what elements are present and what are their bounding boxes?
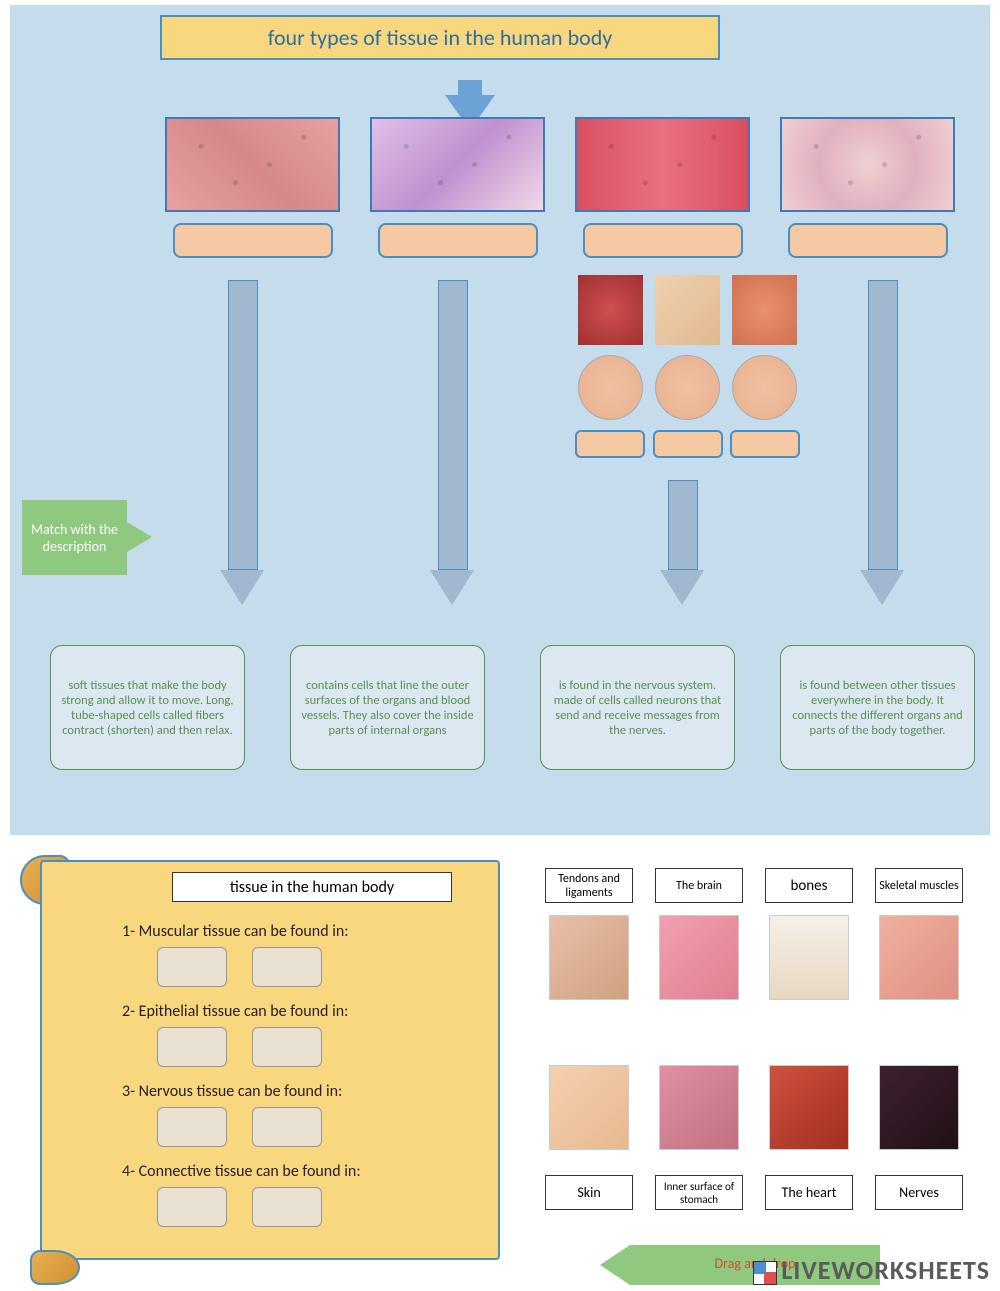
- tissue-answer-2[interactable]: [378, 223, 538, 258]
- organ-intestine: [732, 275, 797, 345]
- tissue-image-2: [370, 117, 545, 212]
- watermark: LIVEWORKSHEETS: [753, 1254, 990, 1286]
- item-label-nerves[interactable]: Nerves: [875, 1175, 963, 1210]
- q1-slot-2[interactable]: [252, 947, 322, 987]
- q2-slot-1[interactable]: [157, 1027, 227, 1067]
- organ-answer-3[interactable]: [730, 430, 800, 458]
- question-3: 3- Nervous tissue can be found in:: [122, 1082, 342, 1101]
- item-img-nerves[interactable]: [879, 1065, 959, 1150]
- item-img-brain[interactable]: [659, 915, 739, 1000]
- item-img-bones[interactable]: [769, 915, 849, 1000]
- scroll-title: tissue in the human body: [172, 872, 452, 902]
- question-4: 4- Connective tissue can be found in:: [122, 1162, 361, 1181]
- item-img-skin[interactable]: [549, 1065, 629, 1150]
- q2-slot-2[interactable]: [252, 1027, 322, 1067]
- match-instruction: Match with the description: [22, 500, 127, 575]
- tissue-circle-3: [732, 355, 797, 420]
- organ-heart: [578, 275, 643, 345]
- big-arrow-3: [660, 480, 705, 605]
- item-label-brain[interactable]: The brain: [655, 868, 743, 903]
- scroll-decoration-bottom: [30, 1250, 80, 1285]
- item-img-tendons[interactable]: [549, 915, 629, 1000]
- item-label-heart[interactable]: The heart: [765, 1175, 853, 1210]
- main-title: four types of tissue in the human body: [160, 15, 720, 60]
- q3-slot-2[interactable]: [252, 1107, 322, 1147]
- organ-answer-1[interactable]: [575, 430, 645, 458]
- big-arrow-1: [220, 280, 265, 605]
- big-arrow-4: [860, 280, 905, 605]
- watermark-logo-icon: [753, 1261, 777, 1285]
- question-2: 2- Epithelial tissue can be found in:: [122, 1002, 348, 1021]
- item-img-stomach[interactable]: [659, 1065, 739, 1150]
- q3-slot-1[interactable]: [157, 1107, 227, 1147]
- item-label-skeletal[interactable]: Skeletal muscles: [875, 868, 963, 903]
- q1-slot-1[interactable]: [157, 947, 227, 987]
- worksheet-main: four types of tissue in the human body M…: [10, 5, 990, 835]
- big-arrow-2: [430, 280, 475, 605]
- organ-elbow: [655, 275, 720, 345]
- tissue-answer-3[interactable]: [583, 223, 743, 258]
- item-label-tendons[interactable]: Tendons and ligaments: [545, 868, 633, 903]
- item-label-stomach[interactable]: Inner surface of stomach: [655, 1175, 743, 1210]
- tissue-image-1: [165, 117, 340, 212]
- tissue-image-4: [780, 117, 955, 212]
- item-img-heart[interactable]: [769, 1065, 849, 1150]
- question-scroll: tissue in the human body 1- Muscular tis…: [40, 860, 500, 1260]
- description-3[interactable]: is found in the nervous system. made of …: [540, 645, 735, 770]
- tissue-circle-1: [578, 355, 643, 420]
- q4-slot-1[interactable]: [157, 1187, 227, 1227]
- item-img-skeletal[interactable]: [879, 915, 959, 1000]
- tissue-answer-1[interactable]: [173, 223, 333, 258]
- description-4[interactable]: is found between other tissues everywher…: [780, 645, 975, 770]
- tissue-circle-2: [655, 355, 720, 420]
- tissue-image-3: [575, 117, 750, 212]
- description-2[interactable]: contains cells that line the outer surfa…: [290, 645, 485, 770]
- tissue-answer-4[interactable]: [788, 223, 948, 258]
- watermark-text: LIVEWORKSHEETS: [781, 1254, 990, 1286]
- description-1[interactable]: soft tissues that make the body strong a…: [50, 645, 245, 770]
- item-label-skin[interactable]: Skin: [545, 1175, 633, 1210]
- item-label-bones[interactable]: bones: [765, 868, 853, 903]
- q4-slot-2[interactable]: [252, 1187, 322, 1227]
- organ-answer-2[interactable]: [653, 430, 723, 458]
- question-1: 1- Muscular tissue can be found in:: [122, 922, 349, 941]
